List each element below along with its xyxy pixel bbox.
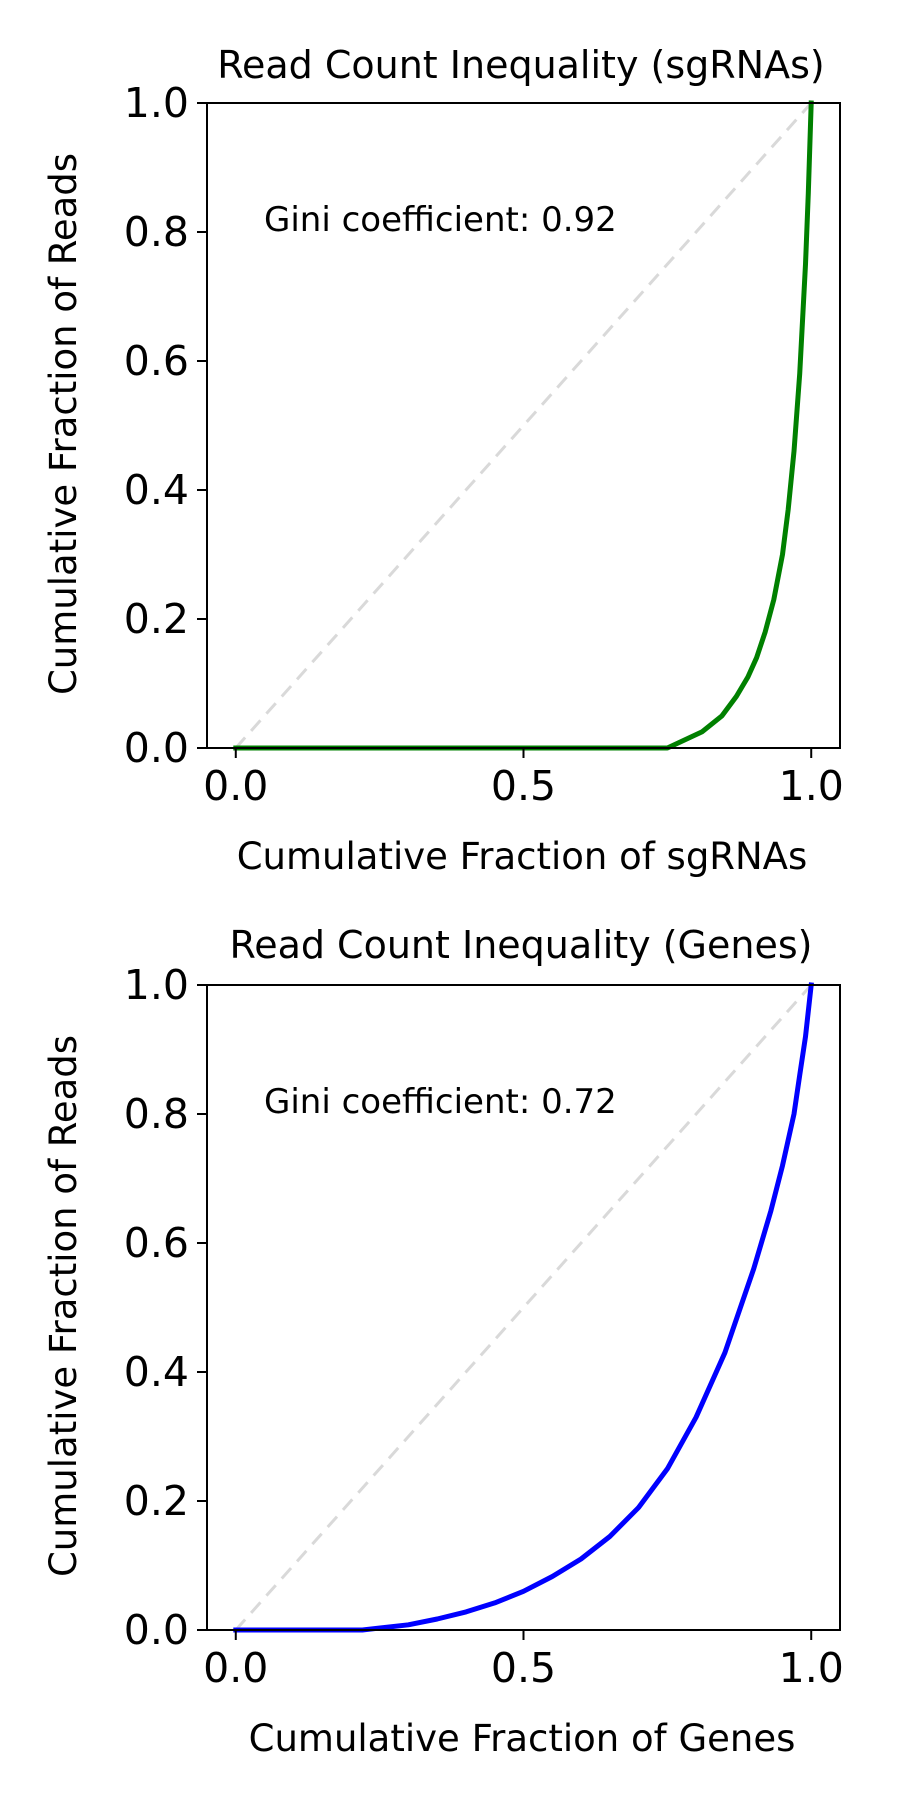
y-tick-label: 0.6 <box>124 1219 189 1267</box>
equality-line <box>234 984 813 1631</box>
y-tick-label: 0.6 <box>124 337 189 385</box>
y-axis-label: Cumulative Fraction of Reads <box>42 153 85 695</box>
y-tick-label: 1.0 <box>124 79 189 127</box>
equality-line <box>234 102 813 749</box>
x-tick-label: 0.5 <box>491 1644 556 1692</box>
y-axis-label: Cumulative Fraction of Reads <box>42 1035 85 1577</box>
x-tick-label: 0.0 <box>203 762 268 810</box>
gini-annotation: Gini coefficient: 0.92 <box>264 200 617 240</box>
y-tick-label: 0.4 <box>124 466 189 514</box>
chart-panel-sgrnas: Read Count Inequality (sgRNAs) 0.0 0.5 1.0… <box>42 43 844 878</box>
plot-group-sgrnas: 0.0 0.5 1.0 0.0 0.2 0.4 0.6 0.8 1.0 <box>124 79 844 810</box>
y-tick-label: 0.0 <box>124 724 189 772</box>
y-tick-label: 0.8 <box>124 208 189 256</box>
lorenz-curve-line <box>233 100 814 751</box>
y-tick-label: 0.0 <box>124 1606 189 1654</box>
lorenz-curve-line <box>233 982 814 1633</box>
x-axis-label: Cumulative Fraction of sgRNAs <box>237 835 808 878</box>
y-tick-label: 0.8 <box>124 1090 189 1138</box>
x-tick-label: 1.0 <box>779 762 844 810</box>
x-tick-label: 0.0 <box>203 1644 268 1692</box>
y-tick-label: 0.2 <box>124 1477 189 1525</box>
gini-annotation: Gini coefficient: 0.72 <box>264 1082 617 1122</box>
chart-panel-genes: Read Count Inequality (Genes) 0.0 0.5 1.00… <box>42 923 844 1760</box>
plot-group-genes: 0.0 0.5 1.0 0.0 0.2 0.4 0.6 0.8 1.0 <box>124 961 844 1692</box>
y-tick-label: 0.2 <box>124 595 189 643</box>
y-tick-label: 1.0 <box>124 961 189 1009</box>
x-tick-label: 0.5 <box>491 762 556 810</box>
x-tick-label: 1.0 <box>779 1644 844 1692</box>
x-axis-label: Cumulative Fraction of Genes <box>249 1717 796 1760</box>
chart-title: Read Count Inequality (Genes) <box>230 923 813 967</box>
chart-title: Read Count Inequality (sgRNAs) <box>217 43 824 87</box>
y-tick-label: 0.4 <box>124 1348 189 1396</box>
